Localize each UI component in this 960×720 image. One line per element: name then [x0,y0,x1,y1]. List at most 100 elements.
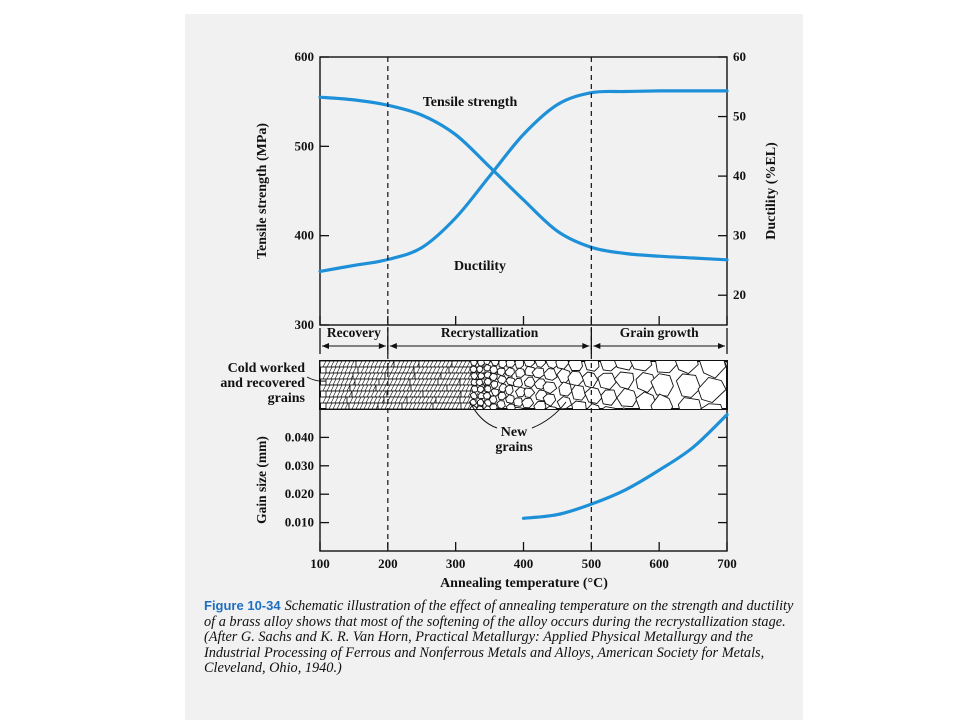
y-lower-tick-label-2: 0.020 [285,486,314,501]
recrystallized-grain [543,368,558,381]
grain-hatch [421,384,426,392]
grain-hatch [398,396,403,404]
grain-hatch [382,390,387,398]
grain-hatch [438,396,443,404]
recrystallized-grain [650,393,674,409]
grain-hatch [397,390,402,398]
grain-hatch [363,402,368,409]
grain-hatch [432,378,437,386]
recrystallized-grain [523,387,536,398]
recrystallized-grain [490,361,500,367]
y-left-tick-label-0: 300 [295,317,315,332]
y-left-tick-label-3: 600 [295,49,315,64]
grain-hatch [401,390,406,398]
grain-hatch [398,366,403,374]
grain-hatch [376,366,381,374]
recrystallized-grain [697,376,727,404]
y-left-tick-label-2: 500 [295,138,315,153]
recrystallized-grain [489,403,498,409]
grain-hatch [420,402,425,409]
grain-hatch [417,372,422,380]
stage-label-bg-1 [425,327,554,341]
recrystallized-grain [571,400,587,409]
grain-hatch [330,361,335,368]
y-right-axis-title: Ductility (%EL) [764,142,779,240]
grain-hatch [368,384,373,392]
grain-hatch [454,396,459,404]
grain-hatch [413,396,418,404]
cold-worked-label-2: and recovered [220,376,305,391]
recrystallized-grain [584,386,603,404]
cold-worked-annotation: Cold worked and recovered grains [220,361,327,406]
recrystallized-grain [545,405,557,409]
grain-hatch [404,361,409,368]
recrystallized-grain [513,397,524,407]
recrystallized-grain [514,386,526,398]
grain-hatch [437,384,442,392]
microstructure-strip [319,360,756,434]
grain-hatch [466,396,471,404]
grain-hatch [392,402,397,409]
grain-hatch [401,378,406,386]
grain-hatch [328,366,333,374]
grain-hatch [353,396,358,404]
grain-hatch [357,396,362,404]
grain-hatch [391,372,396,380]
recrystallized-grain [476,405,484,409]
grain-hatch [372,384,377,392]
grain-hatch [425,361,430,368]
grain-hatch [344,390,349,398]
grain-hatch [452,378,457,386]
new-grains-annotation: New grains [469,401,567,455]
recrystallized-grain [726,406,756,434]
grain-hatch [432,366,437,374]
grain-hatch [380,366,385,374]
grain-hatch [457,384,462,392]
grain-hatch [328,378,333,386]
grain-hatch [378,390,383,398]
stage-arrow-right-head-0 [378,343,386,349]
recrystallized-grain [599,361,618,372]
grain-hatch [408,402,413,409]
recrystallized-grain [586,403,600,409]
grain-hatch [344,402,349,409]
recrystallized-grain [488,372,498,382]
grain-hatch [348,390,353,398]
grain-hatch [362,390,367,398]
grain-hatch [359,402,364,409]
grain-hatch [390,396,395,404]
grain-hatch [409,396,414,404]
recrystallized-grain [571,384,586,401]
grain-size-curve [521,413,729,520]
grain-hatch [336,378,341,386]
grain-hatch [326,372,331,380]
grain-hatch [441,384,446,392]
grain-hatch [433,372,438,380]
grain-hatch [328,402,333,409]
recrystallized-grain [677,397,702,409]
stage-label-1: Recrystallization [441,325,539,340]
grain-hatch [462,361,467,368]
grain-hatch [379,372,384,380]
recrystallized-grain [621,407,629,409]
grain-hatch [424,366,429,374]
grain-hatch [390,361,395,368]
recrystallized-grain [597,372,617,390]
x-tick-label-5: 600 [649,556,669,571]
recrystallized-grain [488,395,498,405]
grain-hatch [451,402,456,409]
cold-worked-grain [349,384,377,392]
grain-hatch [396,402,401,409]
y-lower-tick-label-3: 0.010 [285,515,314,530]
new-grains-label-1: New [501,425,528,440]
grain-hatch [467,372,472,380]
grain-hatch [429,361,434,368]
grain-hatch [406,384,411,392]
recrystallized-grain [469,391,478,400]
grain-hatch [342,372,347,380]
grain-hatch [455,366,460,374]
grain-hatch [453,384,458,392]
grain-hatch [456,378,461,386]
recrystallized-grain [635,372,657,393]
grain-hatch [394,384,399,392]
